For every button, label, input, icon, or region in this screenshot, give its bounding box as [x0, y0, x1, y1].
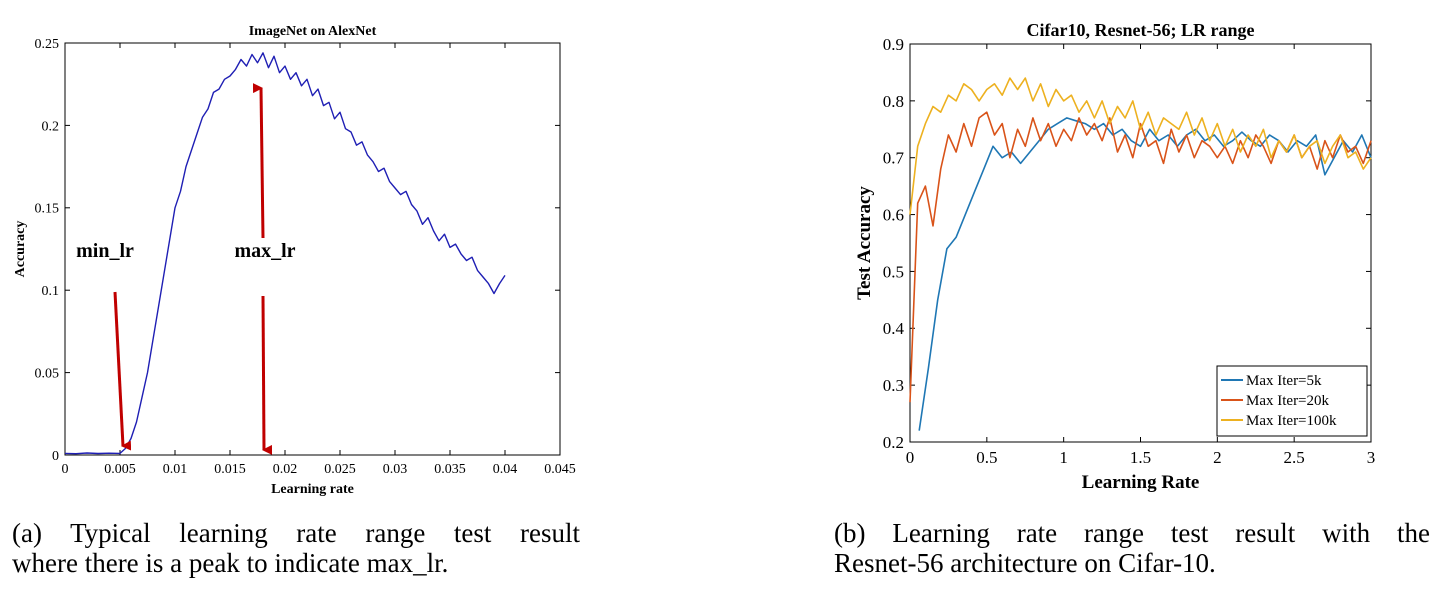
series-line-max-iter-100k — [909, 77, 1372, 215]
arrow-max-lr-up — [252, 83, 265, 239]
x-tick-label: 0 — [62, 462, 69, 477]
y-axis-label: Accuracy — [13, 221, 28, 278]
chart-title: ImageNet on AlexNet — [249, 24, 377, 39]
x-tick-label: 3 — [1367, 448, 1376, 467]
series-line-accuracy — [64, 52, 506, 455]
x-tick-label: 1 — [1059, 448, 1068, 467]
y-tick-label: 0.3 — [883, 376, 904, 395]
x-tick-label: 0.04 — [493, 462, 518, 477]
x-axis-label: Learning rate — [271, 482, 354, 497]
caption-b-line1: (b) Learning rate range test result with… — [834, 518, 1430, 548]
x-tick-label: 0.005 — [104, 462, 136, 477]
chart-title: Cifar10, Resnet-56; LR range — [1027, 20, 1255, 40]
y-tick-label: 0.8 — [883, 92, 904, 111]
annotation-max-lr: max_lr — [234, 240, 295, 262]
y-tick-label: 0.15 — [35, 202, 60, 217]
caption-b: (b) Learning rate range test result with… — [834, 518, 1430, 578]
x-tick-label: 0.025 — [324, 462, 356, 477]
legend-label: Max Iter=20k — [1246, 393, 1330, 409]
x-tick-label: 2 — [1213, 448, 1222, 467]
x-tick-label: 0.045 — [544, 462, 576, 477]
y-tick-label: 0 — [52, 449, 59, 464]
chart-b: Cifar10, Resnet-56; LR range 0 0.5 1 1.5 2 2.5… — [854, 20, 1376, 493]
legend-label: Max Iter=5k — [1246, 373, 1322, 389]
caption-b-line2: Resnet-56 architecture on Cifar-10. — [834, 548, 1216, 578]
x-tick-label: 0.5 — [976, 448, 997, 467]
y-tick-label: 0.9 — [883, 35, 904, 54]
caption-a-line2: where there is a peak to indicate max_lr… — [12, 548, 449, 578]
x-tick-label: 2.5 — [1284, 448, 1305, 467]
x-tick-label: 0 — [906, 448, 915, 467]
caption-a-line1: (a) Typical learning rate range test res… — [12, 518, 580, 548]
x-tick-label: 0.03 — [383, 462, 408, 477]
plot-frame — [64, 42, 561, 456]
x-axis-label: Learning Rate — [1082, 472, 1200, 493]
x-tick-label: 1.5 — [1130, 448, 1151, 467]
arrow-max-lr-down — [261, 295, 273, 455]
x-tick-label: 0.035 — [434, 462, 466, 477]
y-tick-label: 0.2 — [883, 433, 904, 452]
y-tick-label: 0.4 — [883, 319, 905, 338]
legend-label: Max Iter=100k — [1246, 413, 1337, 429]
y-tick-label: 0.7 — [883, 149, 905, 168]
x-tick-label: 0.02 — [273, 462, 298, 477]
annotation-min-lr: min_lr — [76, 240, 134, 262]
y-tick-label: 0.5 — [883, 262, 904, 281]
x-tick-label: 0.01 — [163, 462, 188, 477]
arrow-min-lr — [113, 291, 132, 451]
y-tick-label: 0.6 — [883, 206, 904, 225]
y-tick-label: 0.1 — [42, 284, 60, 299]
chart-a: ImageNet on AlexNet 0 0.005 0.01 0.015 0.02 0.… — [13, 24, 576, 497]
x-tick-label: 0.015 — [214, 462, 246, 477]
y-tick-label: 0.25 — [35, 37, 60, 52]
y-tick-label: 0.2 — [42, 119, 60, 134]
y-tick-label: 0.05 — [35, 367, 60, 382]
caption-a: (a) Typical learning rate range test res… — [12, 518, 580, 578]
y-axis-label: Test Accuracy — [854, 186, 875, 300]
